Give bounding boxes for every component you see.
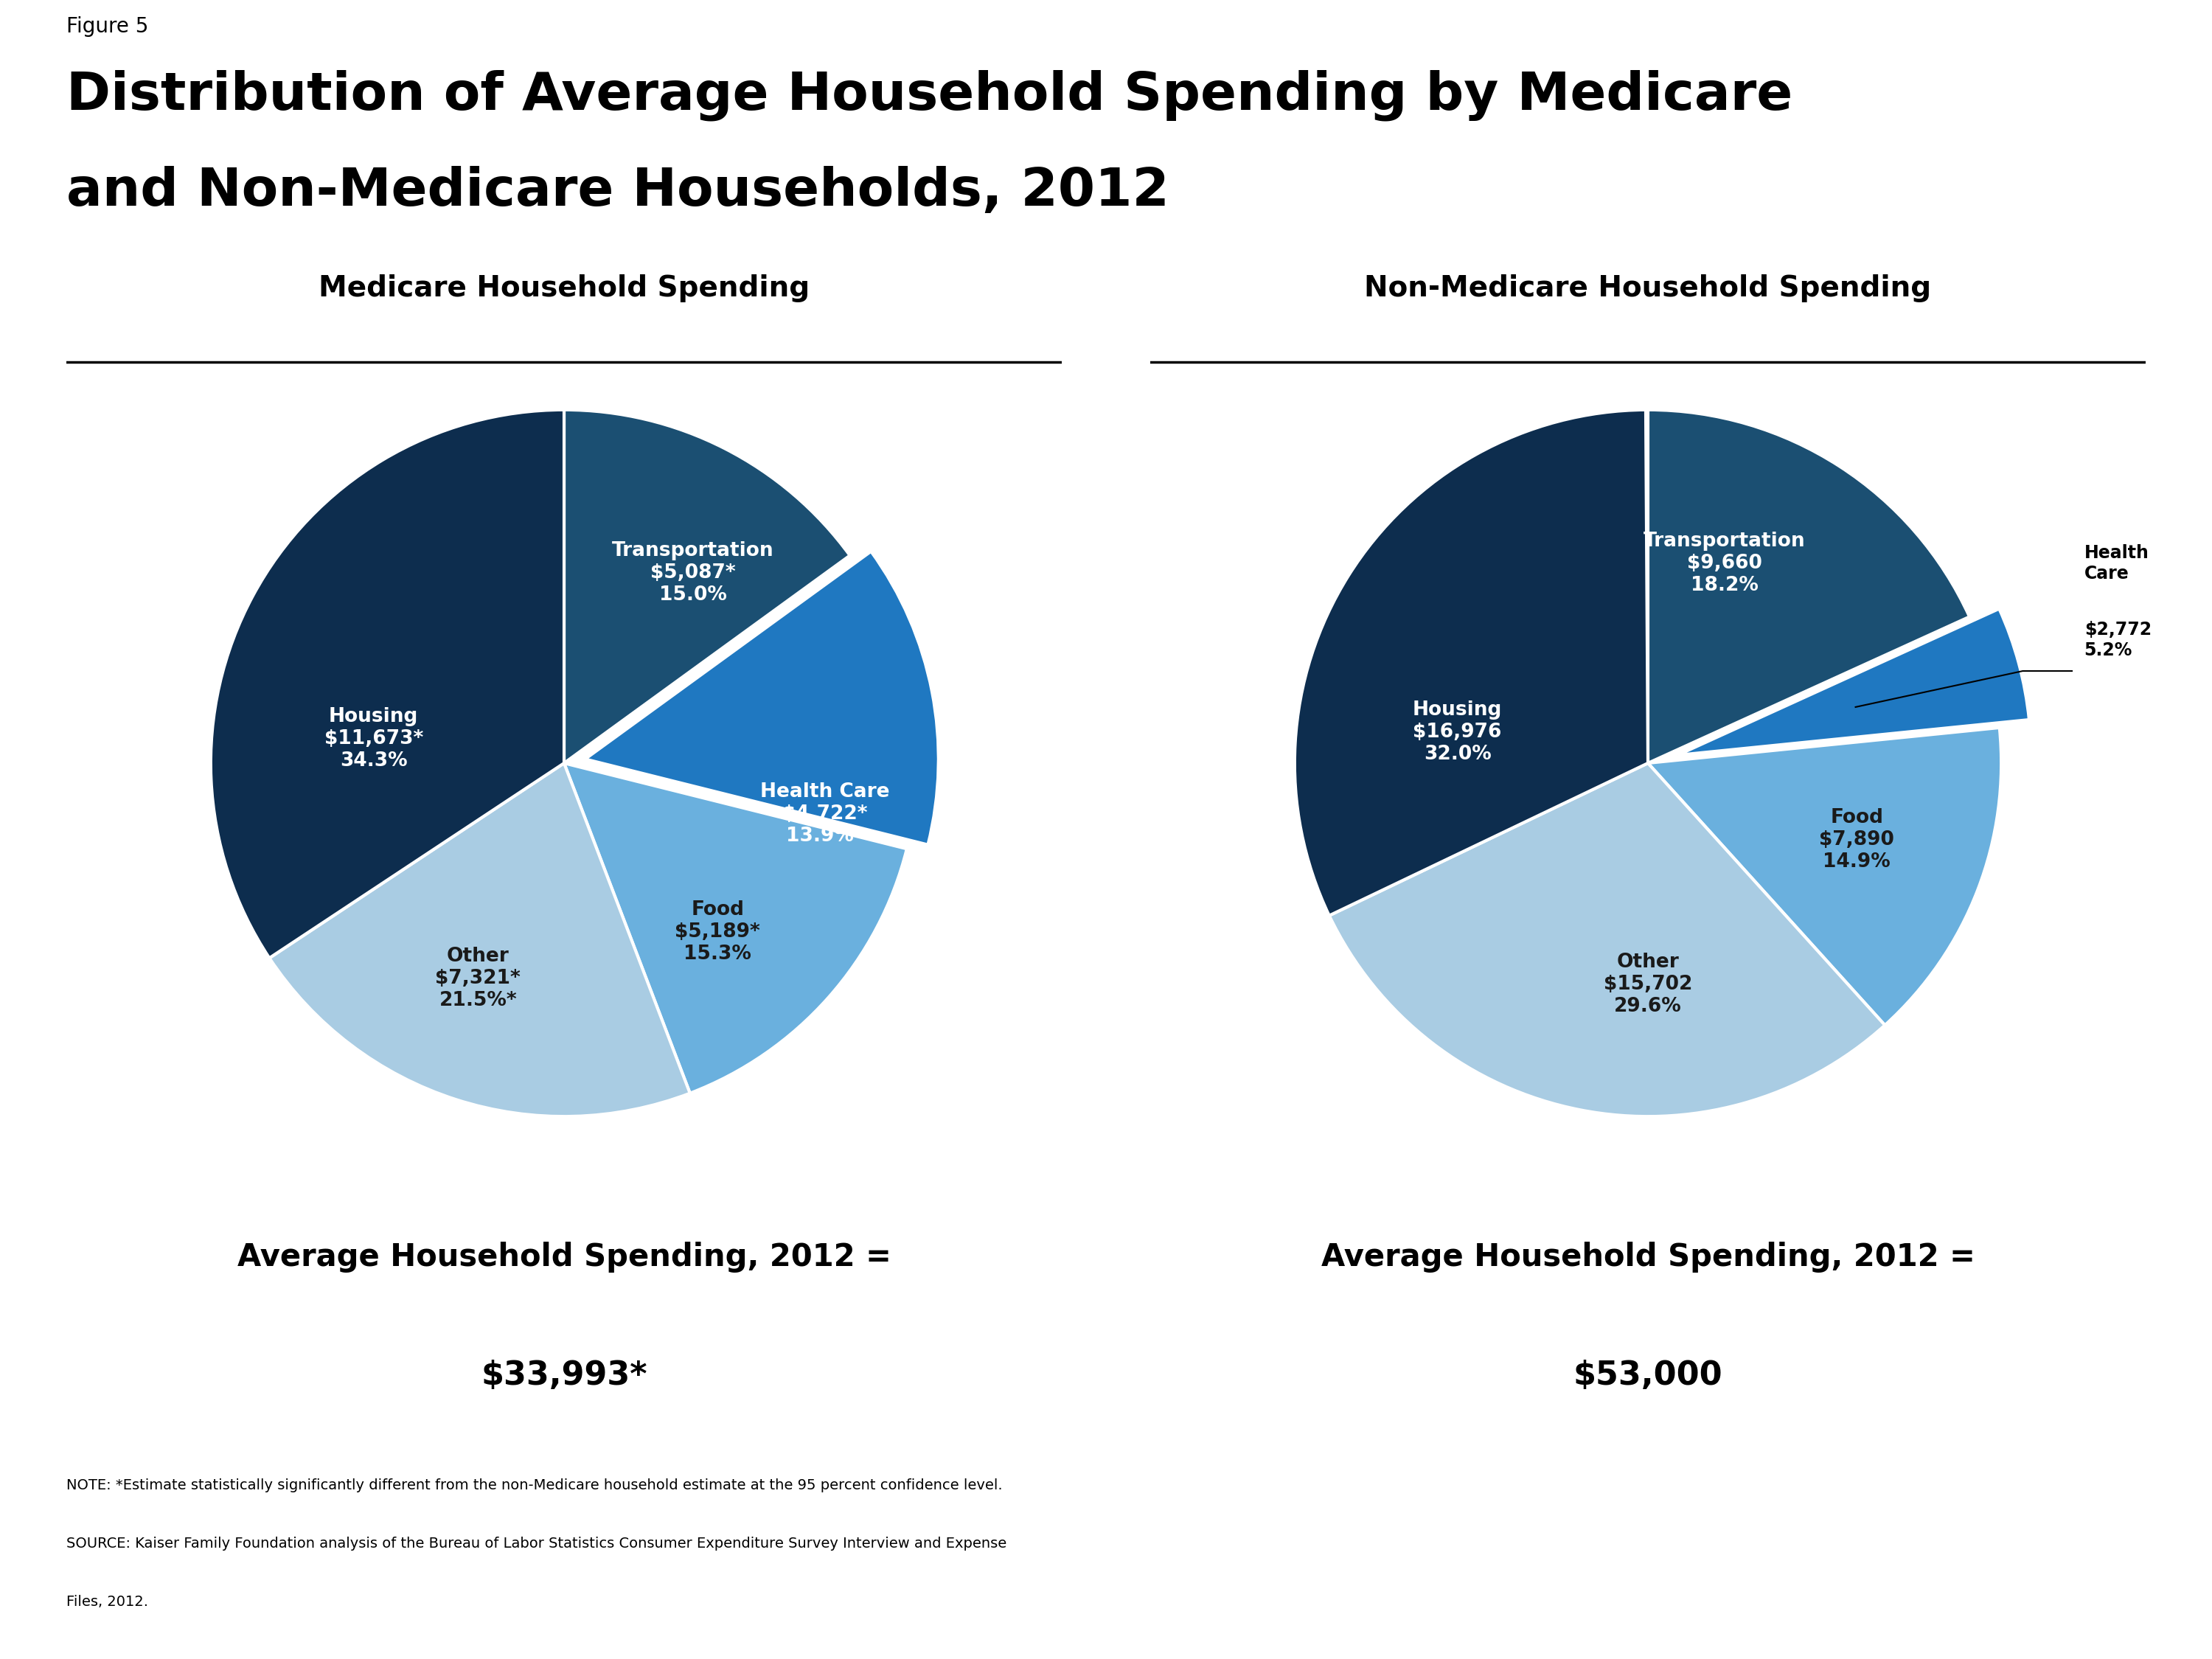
- Text: $2,772
5.2%: $2,772 5.2%: [2084, 620, 2152, 659]
- Text: SOURCE: Kaiser Family Foundation analysis of the Bureau of Labor Statistics Cons: SOURCE: Kaiser Family Foundation analysi…: [66, 1536, 1006, 1551]
- Text: Medicare Household Spending: Medicare Household Spending: [319, 274, 810, 302]
- Text: Other
$15,702
29.6%: Other $15,702 29.6%: [1604, 952, 1692, 1015]
- Wedge shape: [210, 410, 564, 957]
- Wedge shape: [564, 763, 907, 1093]
- Text: Average Household Spending, 2012 =: Average Household Spending, 2012 =: [1321, 1241, 1975, 1272]
- Text: Health
Care: Health Care: [2084, 544, 2150, 582]
- Text: Other
$7,321*
21.5%*: Other $7,321* 21.5%*: [436, 947, 520, 1010]
- Wedge shape: [564, 410, 849, 763]
- Wedge shape: [1677, 609, 2028, 755]
- Text: Average Household Spending, 2012 =: Average Household Spending, 2012 =: [237, 1241, 891, 1272]
- Text: Files, 2012.: Files, 2012.: [66, 1594, 148, 1609]
- Wedge shape: [1648, 728, 2002, 1025]
- Wedge shape: [586, 551, 938, 844]
- Text: Figure 5: Figure 5: [66, 17, 148, 36]
- Text: Food
$7,890
14.9%: Food $7,890 14.9%: [1818, 808, 1893, 871]
- Text: Distribution of Average Household Spending by Medicare: Distribution of Average Household Spendi…: [66, 70, 1792, 121]
- Wedge shape: [1294, 410, 1648, 916]
- Wedge shape: [1329, 763, 1885, 1117]
- Text: Non-Medicare Household Spending: Non-Medicare Household Spending: [1365, 274, 1931, 302]
- Text: Housing
$11,673*
34.3%: Housing $11,673* 34.3%: [325, 707, 422, 770]
- Text: $53,000: $53,000: [1573, 1359, 1723, 1392]
- Text: Food
$5,189*
15.3%: Food $5,189* 15.3%: [675, 901, 761, 964]
- Text: and Non-Medicare Households, 2012: and Non-Medicare Households, 2012: [66, 166, 1170, 217]
- Wedge shape: [1648, 410, 1969, 763]
- Wedge shape: [270, 763, 690, 1117]
- Text: Health Care
$4,722*
13.9%*: Health Care $4,722* 13.9%*: [761, 783, 889, 846]
- Text: THE HENRY J.
KAISER
FAMILY
FOUNDATION: THE HENRY J. KAISER FAMILY FOUNDATION: [2035, 1511, 2135, 1583]
- Text: Housing
$16,976
32.0%: Housing $16,976 32.0%: [1413, 700, 1502, 765]
- Text: Transportation
$5,087*
15.0%: Transportation $5,087* 15.0%: [613, 541, 774, 604]
- Text: Transportation
$9,660
18.2%: Transportation $9,660 18.2%: [1644, 533, 1805, 596]
- Text: NOTE: *Estimate statistically significantly different from the non-Medicare hous: NOTE: *Estimate statistically significan…: [66, 1478, 1002, 1491]
- Text: $33,993*: $33,993*: [480, 1359, 648, 1392]
